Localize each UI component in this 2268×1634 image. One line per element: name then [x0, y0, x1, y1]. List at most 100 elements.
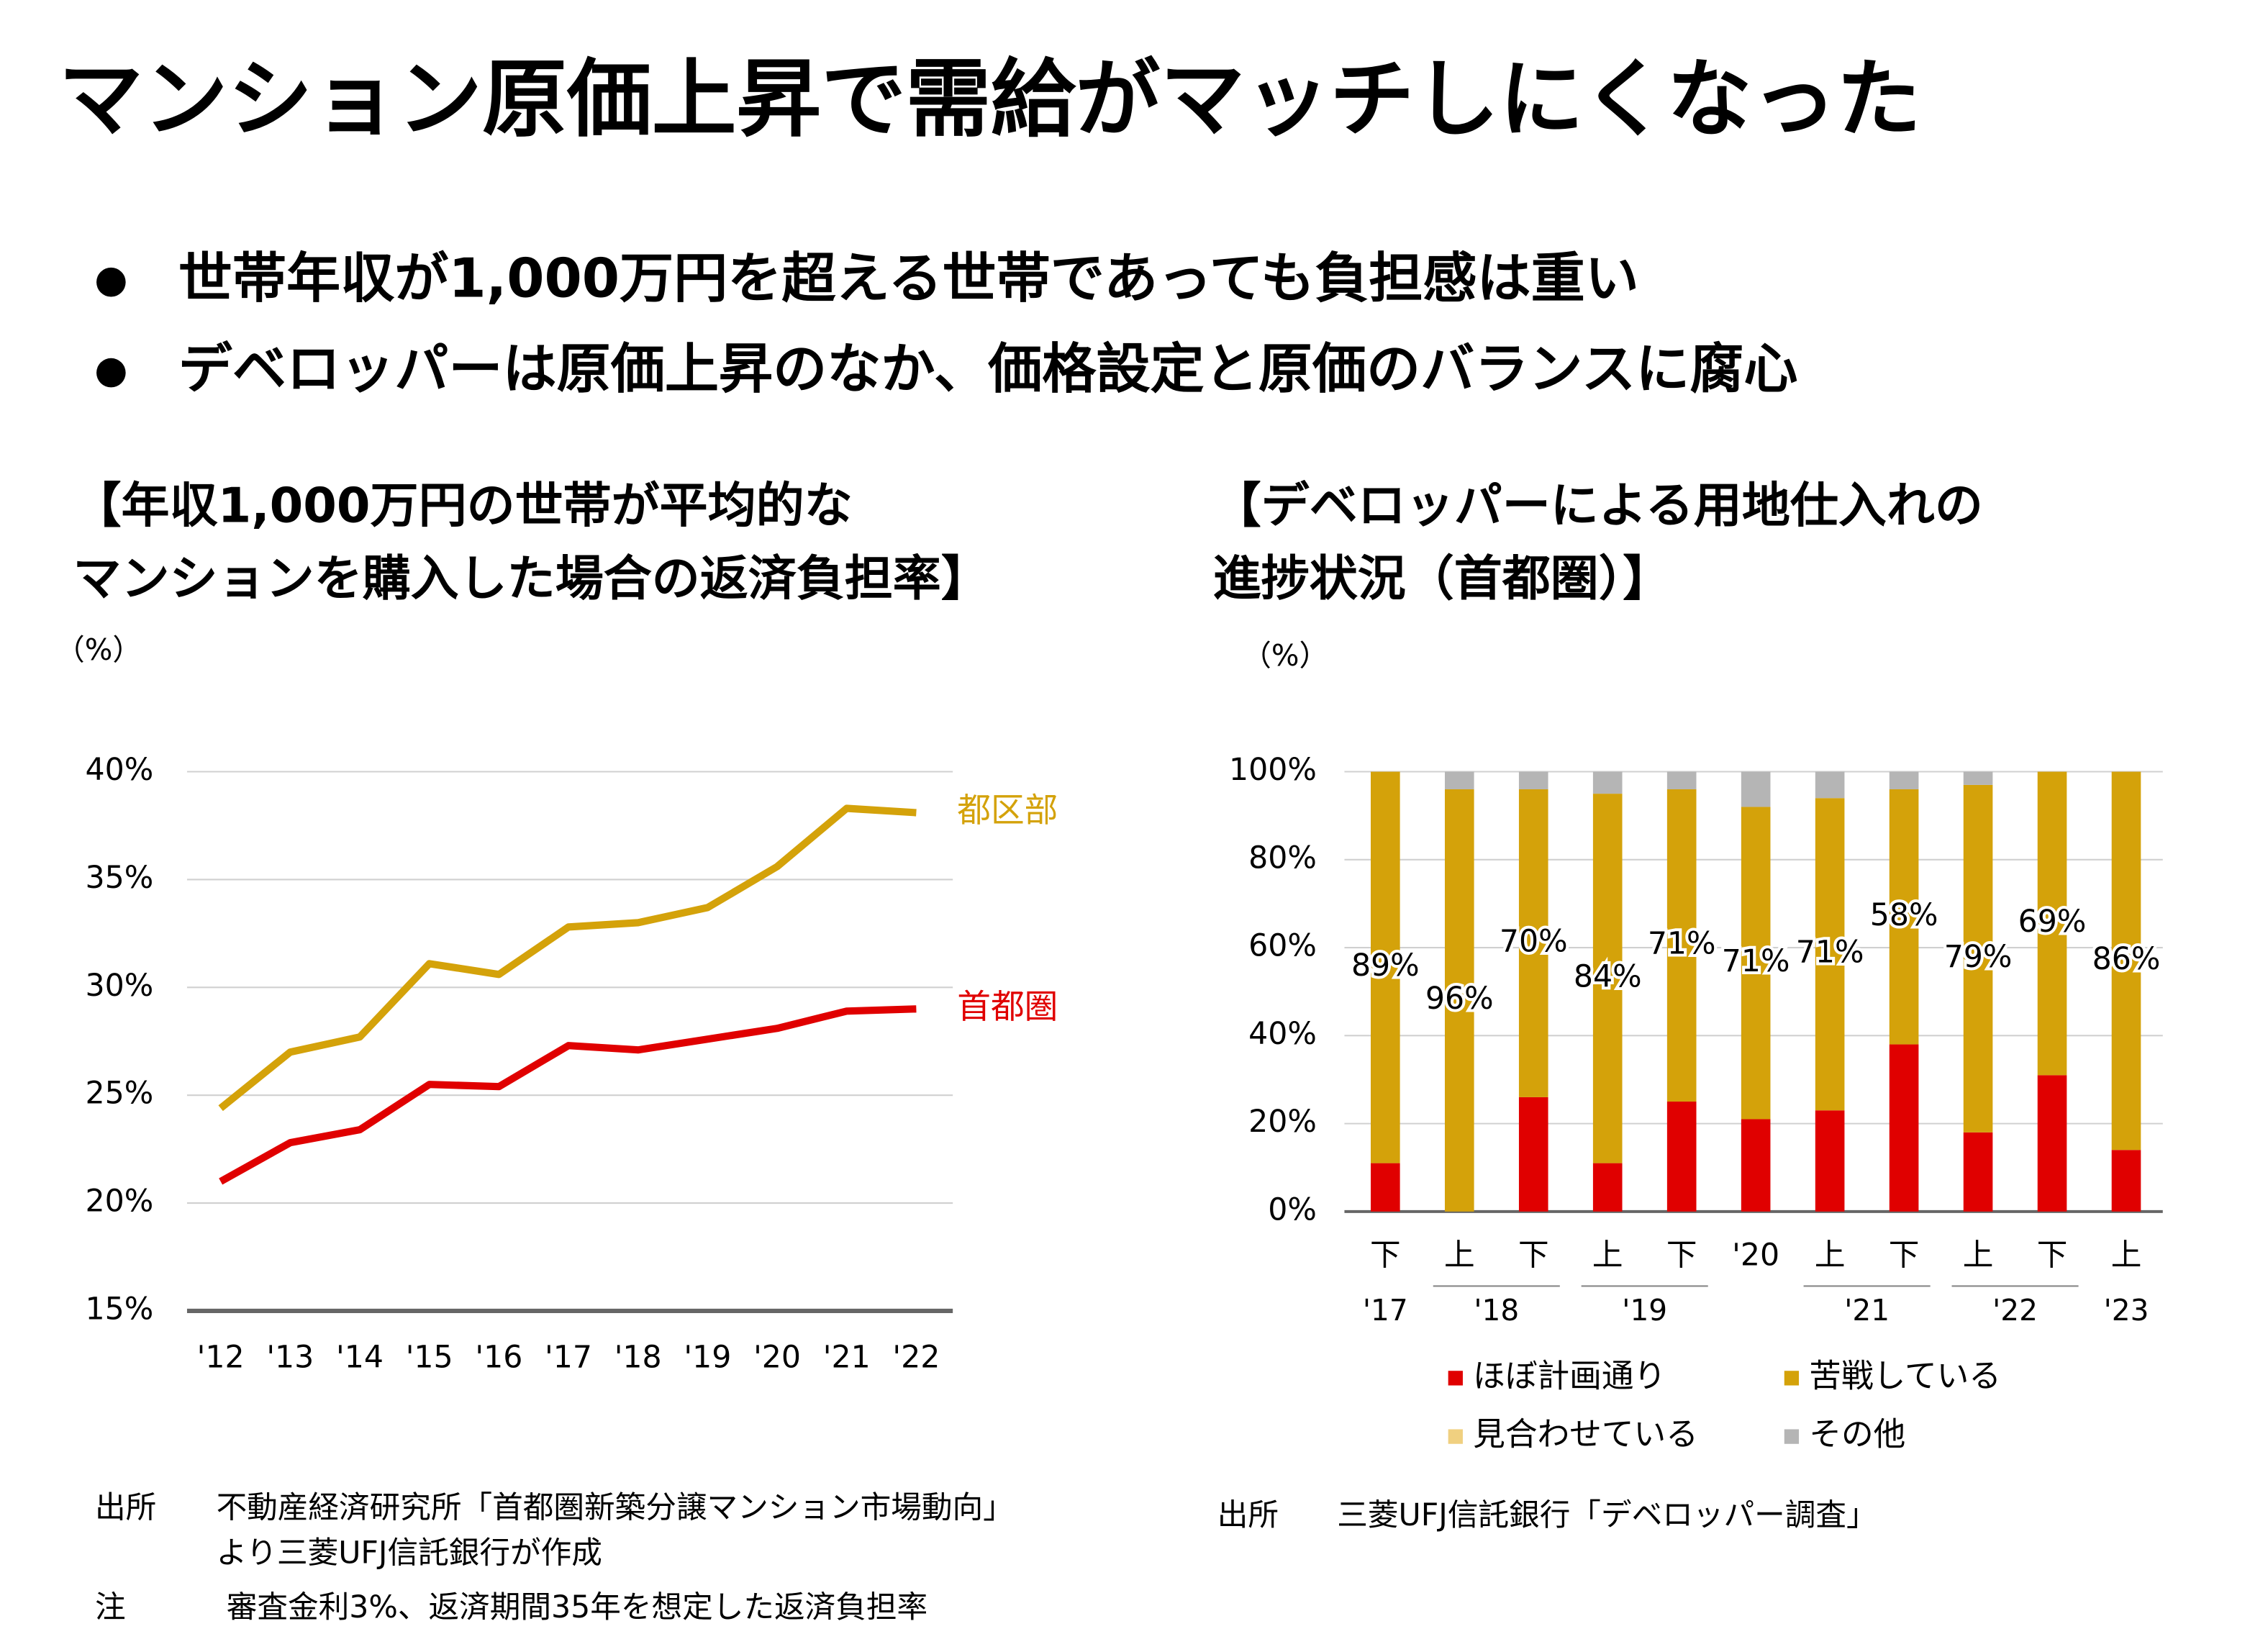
line-series: [219, 1005, 917, 1185]
x-tick-label: 下: [1518, 1237, 1549, 1273]
bar-segment: [2037, 771, 2067, 1076]
bar-segment: [1666, 1102, 1697, 1212]
chart-title: 【年収1,000万円の世帯が平均的な: [73, 478, 853, 534]
bar-segment: [1815, 798, 1845, 1111]
data-label: 86%: [2092, 941, 2161, 977]
x-tick-label: 下: [1666, 1237, 1697, 1273]
y-tick-label: 40%: [1248, 1016, 1317, 1052]
bar-segment: [1741, 1119, 1771, 1212]
bar-segment: [1444, 789, 1474, 1212]
bar-segment: [2111, 1150, 2141, 1212]
source: 三菱UFJ信託銀行「デベロッパー調査」: [1337, 1497, 1877, 1533]
line-series: [218, 804, 917, 1112]
chart-title: 【デベロッパーによる用地仕入れの: [1213, 478, 1983, 534]
data-label: 71%: [1796, 935, 1864, 971]
y-tick-label: 80%: [1248, 840, 1317, 876]
y-tick-label: 100%: [1229, 752, 1317, 788]
legend-label: ほぼ計画通り: [1473, 1357, 1666, 1394]
bullet: デベロッパーは原価上昇のなか、価格設定と原価のバランスに腐心: [178, 337, 1798, 401]
bar-segment: [2111, 771, 2141, 1150]
unit-label: （%）: [1242, 638, 1328, 673]
series-label: 首都圏: [957, 988, 1058, 1027]
legend-label: その他: [1809, 1416, 1905, 1453]
group-label: '17: [1363, 1293, 1408, 1327]
x-tick-label: '14: [336, 1339, 384, 1375]
x-tick-label: '20: [753, 1339, 801, 1375]
bar-segment: [1518, 789, 1548, 1097]
group-label: '22: [1992, 1293, 2038, 1327]
legend-label: 苦戦している: [1809, 1357, 2001, 1394]
y-tick-label: 30%: [85, 968, 153, 1004]
bar-segment: [1666, 771, 1697, 789]
source-label: 出所: [1217, 1497, 1279, 1533]
bar-segment: [1518, 771, 1548, 789]
legend-swatch: [1784, 1371, 1800, 1386]
x-tick-label: 下: [1889, 1237, 1920, 1273]
source: 不動産経済研究所「首都圏新築分譲マンション市場動向」: [217, 1490, 1014, 1526]
data-label: 71%: [1648, 926, 1716, 962]
x-tick-label: 下: [1370, 1237, 1401, 1273]
group-label: '18: [1474, 1293, 1519, 1327]
group-label: '23: [2104, 1293, 2149, 1327]
x-tick-label: '16: [475, 1339, 522, 1375]
bar-segment: [1592, 771, 1623, 794]
x-tick-label: '22: [892, 1339, 940, 1375]
bar-segment: [1815, 771, 1845, 799]
bar-segment: [1666, 789, 1697, 1102]
bar-segment: [1889, 771, 1919, 789]
bar-segment: [1963, 1132, 1993, 1212]
bullet-dot: [96, 267, 126, 297]
bar-segment: [1741, 771, 1771, 807]
y-tick-label: 15%: [85, 1291, 153, 1327]
y-tick-label: 20%: [85, 1184, 153, 1220]
data-label: 84%: [1574, 958, 1642, 994]
y-tick-label: 0%: [1268, 1192, 1317, 1227]
x-tick-label: '12: [197, 1339, 245, 1375]
bullet: 世帯年収が1,000万円を超える世帯であっても負担感は重い: [178, 247, 1639, 310]
x-tick-label: '15: [406, 1339, 453, 1375]
series-label: 都区部: [957, 791, 1058, 830]
bar-segment: [1518, 1097, 1548, 1212]
bar-segment: [1371, 1163, 1400, 1212]
note: 審査金利3%、返済期間35年を想定した返済負担率: [227, 1589, 927, 1625]
source: より三菱UFJ信託銀行が作成: [217, 1535, 602, 1571]
bar-segment: [1444, 771, 1474, 789]
x-tick-label: 上: [1815, 1237, 1846, 1273]
data-label: 71%: [1722, 943, 1790, 979]
y-tick-label: 25%: [85, 1076, 153, 1112]
x-tick-label: 上: [1592, 1237, 1623, 1273]
x-tick-label: '17: [545, 1339, 592, 1375]
bar-segment: [1592, 794, 1623, 1163]
x-tick-label: '18: [614, 1339, 662, 1375]
bar-segment: [1371, 771, 1400, 1163]
x-tick-label: '13: [266, 1339, 314, 1375]
bar-segment: [1592, 1163, 1623, 1212]
x-tick-label: '20: [1732, 1237, 1779, 1273]
x-tick-label: '19: [684, 1339, 731, 1375]
slide-title: マンション原価上昇で需給がマッチしにくなった: [58, 50, 1921, 149]
y-tick-label: 35%: [85, 860, 153, 896]
legend-swatch: [1448, 1429, 1463, 1444]
y-tick-label: 40%: [85, 752, 153, 788]
bar-segment: [1815, 1110, 1845, 1212]
y-tick-label: 60%: [1248, 928, 1317, 964]
bar-segment: [1889, 1044, 1919, 1212]
data-label: 79%: [1944, 939, 2013, 975]
bar-segment: [1963, 771, 1993, 785]
x-tick-label: 上: [2111, 1237, 2142, 1273]
group-label: '21: [1844, 1293, 1890, 1327]
bar-segment: [1889, 789, 1919, 1045]
data-label: 58%: [1870, 897, 1938, 933]
x-tick-label: 下: [2037, 1237, 2068, 1273]
legend-swatch: [1448, 1371, 1463, 1386]
data-label: 69%: [2018, 904, 2087, 940]
x-tick-label: '21: [823, 1339, 871, 1375]
group-label: '19: [1622, 1293, 1667, 1327]
unit-label: （%）: [55, 632, 142, 667]
bar-segment: [1963, 784, 1993, 1133]
data-label: 96%: [1425, 981, 1494, 1017]
chart-title: 進捗状況（首都圏）】: [1213, 550, 1671, 607]
bar-segment: [1741, 807, 1771, 1120]
